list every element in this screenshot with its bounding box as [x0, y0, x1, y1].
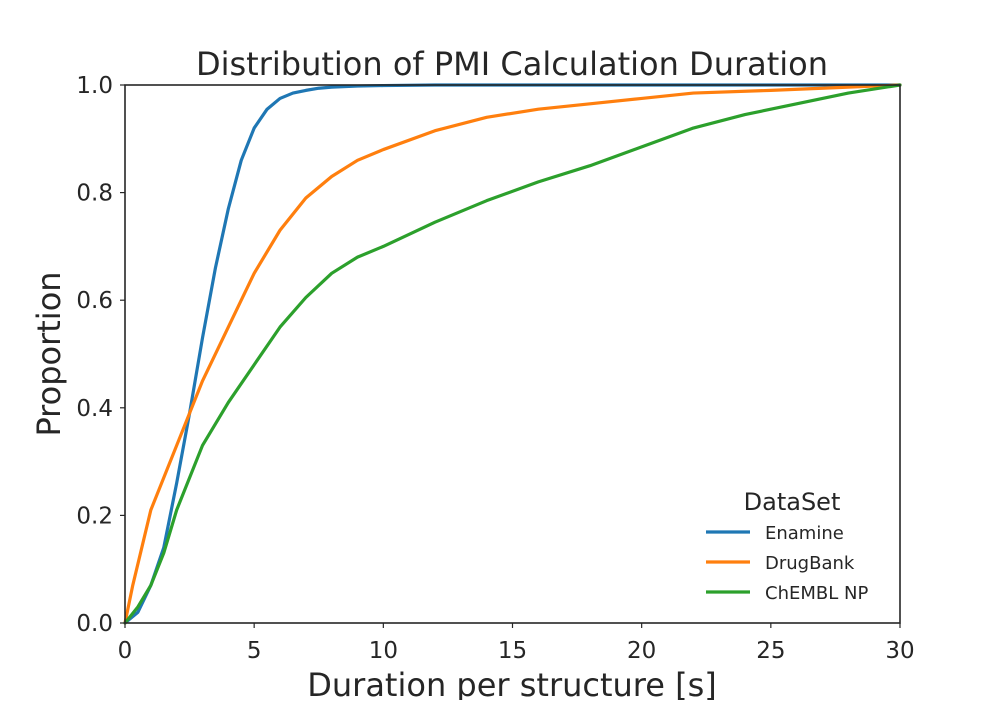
- legend-label: ChEMBL NP: [765, 583, 868, 604]
- y-tick-label: 0.0: [76, 611, 113, 637]
- y-tick-label: 0.4: [76, 396, 113, 422]
- legend: DataSet Enamine DrugBank ChEMBL NP: [706, 488, 868, 604]
- y-tick-label: 0.2: [76, 503, 113, 529]
- series-line-drugbank: [123, 83, 902, 625]
- x-tick-label: 10: [369, 638, 398, 664]
- y-axis-label: Proportion: [30, 271, 68, 436]
- y-tick-label: 0.8: [76, 181, 113, 207]
- series-line-chembl-np: [123, 83, 902, 625]
- tick-layer: 0 5 10 15 20 25 30 0.0 0.2 0.4 0.6 0.8 1.0: [76, 73, 914, 664]
- legend-label: DrugBank: [765, 553, 855, 574]
- x-tick-label: 15: [498, 638, 527, 664]
- y-tick-label: 0.6: [76, 288, 113, 314]
- legend-title: DataSet: [744, 488, 841, 516]
- x-tick-label: 5: [247, 638, 262, 664]
- legend-label: Enamine: [765, 523, 844, 544]
- x-axis-label: Duration per structure [s]: [307, 666, 717, 700]
- x-tick-label: 25: [756, 638, 785, 664]
- x-tick-label: 0: [118, 638, 133, 664]
- y-tick-label: 1.0: [76, 73, 113, 99]
- chart-title: Distribution of PMI Calculation Duration: [196, 45, 828, 83]
- legend-items: Enamine DrugBank ChEMBL NP: [706, 523, 868, 604]
- x-tick-label: 30: [885, 638, 914, 664]
- x-tick-label: 20: [627, 638, 656, 664]
